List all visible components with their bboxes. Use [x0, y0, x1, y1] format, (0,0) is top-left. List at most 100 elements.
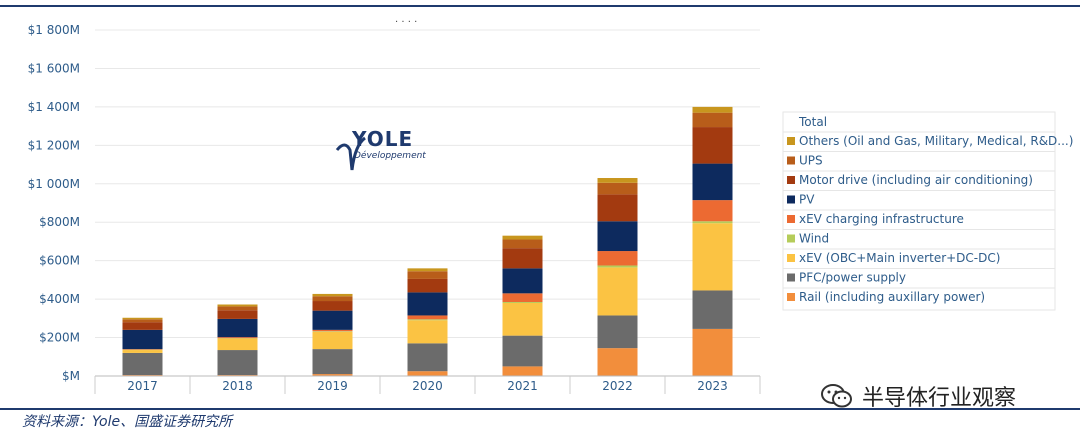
y-tick-label: $400M	[39, 292, 80, 306]
legend-swatch	[787, 273, 795, 282]
bar-segment	[407, 371, 448, 376]
legend-swatch	[787, 215, 795, 223]
y-tick-label: $1 000M	[28, 177, 80, 191]
legend-entry: Others (Oil and Gas, Military, Medical, …	[799, 134, 1073, 148]
bar-segment	[407, 320, 448, 344]
x-tick-label: 2020	[412, 379, 443, 393]
source-note: 资料来源：Yole、国盛证券研究所	[22, 414, 233, 430]
x-tick-label: 2021	[507, 379, 538, 393]
y-tick-label: $1 600M	[28, 61, 80, 75]
axis: $M $200M $400M $600M $800M $1 000M $1 200M $1 4…	[28, 23, 761, 394]
bar-segment	[407, 268, 448, 272]
bar-segment	[597, 178, 638, 183]
legend-swatch	[787, 293, 795, 301]
bar-segment	[597, 315, 638, 349]
chart: $M $200M $400M $600M $800M $1 000M $1 200M $1 4…	[28, 14, 1073, 394]
bar-segment	[312, 301, 353, 311]
gridlines	[95, 29, 760, 339]
bar-segment	[312, 331, 353, 350]
legend-entry: PFC/power supply	[799, 271, 906, 285]
legend-entry: Rail (including auxillary power)	[799, 290, 985, 304]
bar-segment	[122, 350, 163, 353]
x-tick-label: 2018	[222, 379, 253, 393]
yole-logo: YOLE Développement	[335, 127, 426, 171]
y-tick-label: $1 800M	[28, 23, 80, 37]
bar-segment	[122, 319, 163, 323]
bar-segment	[312, 296, 353, 302]
bar-segment	[312, 331, 353, 332]
bar-segment	[502, 335, 543, 367]
bar-segment	[692, 112, 733, 128]
watermark: 半导体行业观察	[820, 380, 1016, 412]
bar-segment	[407, 292, 448, 316]
bar-segment	[217, 350, 258, 376]
legend-entry: Motor drive (including air conditioning)	[799, 173, 1033, 187]
bars	[122, 106, 733, 376]
x-tick-label: 2019	[317, 379, 348, 393]
legend-entry: xEV charging infrastructure	[799, 212, 964, 226]
legend: Total Others (Oil and Gas, Military, Medi…	[782, 111, 1073, 311]
yole-logo-icon	[335, 136, 366, 171]
x-tick-label: 2017	[127, 379, 158, 393]
bar-segment	[122, 352, 163, 376]
bar-segment	[502, 301, 543, 303]
bar-segment	[217, 318, 258, 338]
legend-swatch	[787, 137, 795, 145]
bar-segment	[217, 337, 258, 339]
legend-entry: Wind	[799, 232, 829, 246]
x-tick-label: 2023	[697, 379, 728, 393]
bar-segment	[217, 304, 258, 307]
bar-segment	[692, 106, 733, 113]
bar-segment	[692, 200, 733, 222]
bar-segment	[692, 221, 733, 224]
bar-segment	[502, 268, 543, 294]
legend-swatch	[787, 195, 795, 204]
bar-segment	[407, 278, 448, 293]
bar-segment	[217, 338, 258, 351]
bar-segment	[597, 194, 638, 222]
bar-segment	[597, 267, 638, 316]
bar-segment	[692, 328, 733, 376]
legend-box	[782, 111, 1056, 311]
legend-title: Total	[798, 115, 827, 129]
y-tick-label: $M	[62, 369, 80, 383]
bar-segment	[692, 290, 733, 329]
bar-segment	[122, 349, 163, 350]
legend-swatch	[787, 156, 795, 165]
legend-entry: UPS	[799, 154, 823, 168]
bar-segment	[597, 182, 638, 195]
bottom-rule	[0, 408, 1080, 410]
bar-segment	[407, 343, 448, 372]
bar-segment	[502, 302, 543, 336]
bar-segment	[407, 319, 448, 321]
bar-segment	[122, 329, 163, 350]
y-tick-label: $600M	[39, 254, 80, 268]
bar-segment	[407, 315, 448, 320]
y-tick-label: $200M	[39, 331, 80, 345]
bar-segment	[692, 223, 733, 291]
bar-segment	[217, 306, 258, 311]
bar-segment	[597, 221, 638, 252]
legend-swatch	[787, 176, 795, 184]
yole-logo-name: YOLE	[351, 127, 413, 151]
legend-swatch	[787, 254, 795, 262]
legend-swatch	[787, 234, 795, 243]
bar-segment	[122, 322, 163, 330]
wechat-icon	[821, 384, 852, 408]
bar-segment	[312, 310, 353, 330]
bar-segment	[502, 235, 543, 240]
bar-segment	[217, 310, 258, 319]
y-tick-label: $1 400M	[28, 100, 80, 114]
x-tick-label: 2022	[602, 379, 633, 393]
legend-entry: xEV (OBC+Main inverter+DC-DC)	[799, 251, 1000, 265]
bar-segment	[407, 271, 448, 279]
y-tick-label: $800M	[39, 215, 80, 229]
bar-segment	[312, 374, 353, 376]
bar-segment	[692, 127, 733, 164]
legend-entry: PV	[799, 193, 815, 207]
bar-segment	[502, 248, 543, 269]
y-tick-label: $1 200M	[28, 138, 80, 152]
bar-segment	[312, 349, 353, 375]
bar-segment	[122, 317, 163, 320]
top-rule	[0, 5, 1080, 7]
